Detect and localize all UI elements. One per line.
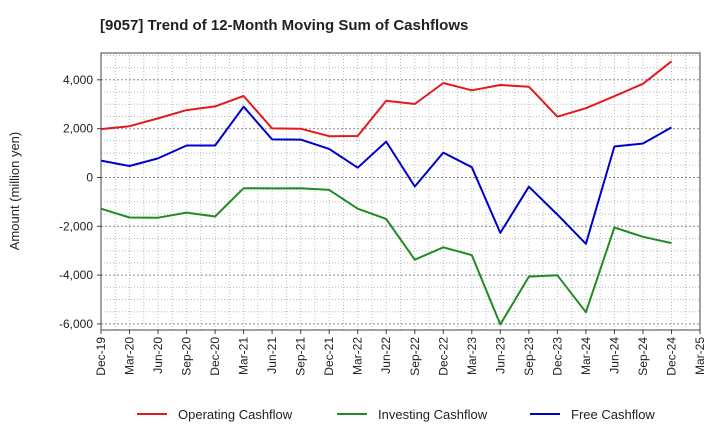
x-tick-label: Jun-21 bbox=[265, 337, 279, 374]
x-tick-label: Dec-19 bbox=[94, 337, 108, 376]
x-tick-label: Mar-21 bbox=[237, 337, 251, 375]
y-tick-label: 2,000 bbox=[63, 122, 93, 136]
y-tick-label: -2,000 bbox=[59, 219, 93, 233]
x-tick-label: Jun-22 bbox=[379, 337, 393, 374]
legend-label: Free Cashflow bbox=[571, 407, 655, 422]
x-tick-label: Dec-24 bbox=[665, 337, 679, 376]
legend: Operating Cashflow Investing Cashflow Free… bbox=[137, 407, 655, 422]
x-tick-label: Mar-23 bbox=[465, 337, 479, 375]
legend-label: Investing Cashflow bbox=[378, 407, 488, 422]
y-axis-label: Amount (million yen) bbox=[7, 132, 22, 251]
plot-frame bbox=[100, 52, 701, 331]
investing-cashflow-line bbox=[100, 187, 672, 326]
y-tick-label: -4,000 bbox=[59, 268, 93, 282]
free-cashflow-line bbox=[100, 105, 672, 245]
legend-label: Operating Cashflow bbox=[178, 407, 293, 422]
x-tick-label: Sep-21 bbox=[294, 337, 308, 376]
x-tick-label: Dec-22 bbox=[436, 337, 450, 376]
x-tick-label: Sep-23 bbox=[522, 337, 536, 376]
y-tick-label: 0 bbox=[86, 171, 93, 185]
x-tick-label: Dec-23 bbox=[550, 337, 564, 376]
x-tick-label: Dec-21 bbox=[322, 337, 336, 376]
operating-cashflow-line bbox=[100, 60, 673, 138]
x-tick-label: Mar-24 bbox=[579, 337, 593, 375]
chart-title: [9057] Trend of 12-Month Moving Sum of C… bbox=[100, 17, 468, 34]
x-tick-label: Sep-20 bbox=[180, 337, 194, 376]
y-tick-label: -6,000 bbox=[59, 317, 93, 331]
x-tick-label: Jun-24 bbox=[607, 337, 621, 374]
x-tick-label: Sep-24 bbox=[636, 337, 650, 376]
x-tick-label: Jun-20 bbox=[151, 337, 165, 374]
x-tick-label: Mar-20 bbox=[123, 337, 137, 375]
x-tick-label: Jun-23 bbox=[493, 337, 507, 374]
x-tick-label: Sep-22 bbox=[408, 337, 422, 376]
y-tick-label: 4,000 bbox=[63, 73, 93, 87]
x-tick-label: Mar-22 bbox=[351, 337, 365, 375]
x-tick-label: Mar-25 bbox=[693, 337, 707, 375]
x-tick-label: Dec-20 bbox=[208, 337, 222, 376]
series-lines bbox=[100, 60, 673, 326]
